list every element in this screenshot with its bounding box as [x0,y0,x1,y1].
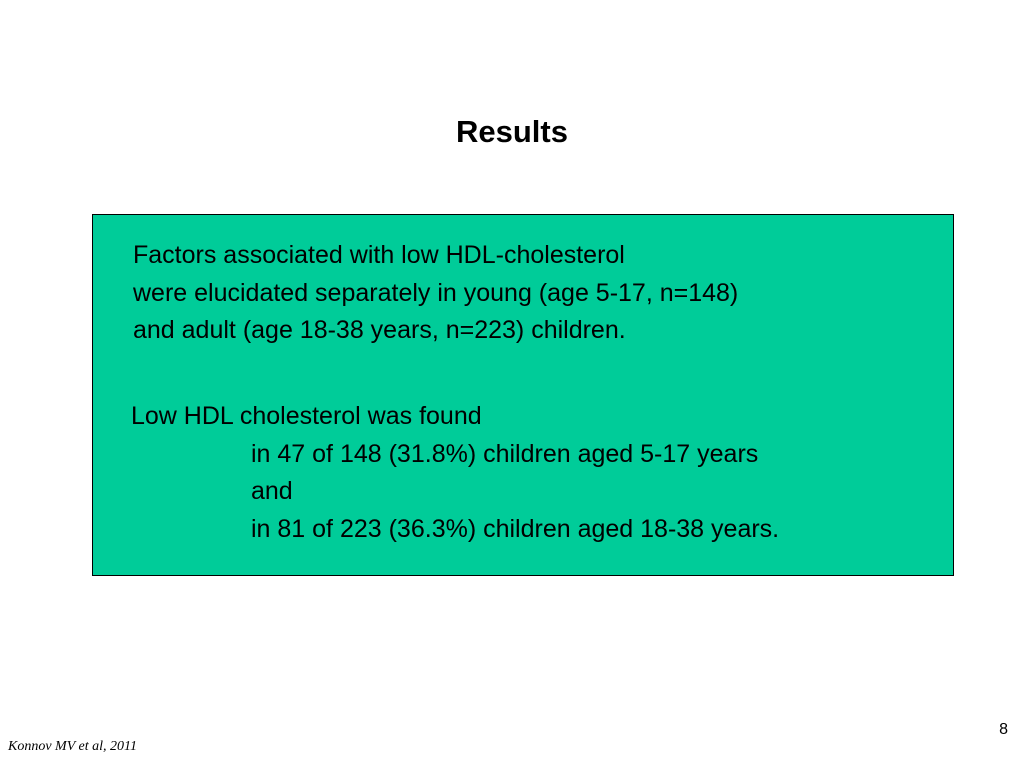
factors-paragraph: Factors associated with low HDL-choleste… [133,237,738,350]
factors-line-3: and adult (age 18-38 years, n=223) child… [133,316,626,344]
findings-line-adult: in 81 of 223 (36.3%) children aged 18-38… [251,514,780,543]
results-box: Factors associated with low HDL-choleste… [92,214,954,576]
factors-line-1: Factors associated with low HDL-choleste… [133,241,625,269]
findings-line-young: in 47 of 148 (31.8%) children aged 5-17 … [251,439,759,468]
slide-title: Results [456,114,568,149]
factors-line-2: were elucidated separately in young (age… [133,278,739,307]
citation: Konnov MV et al, 2011 [8,739,137,754]
findings-intro: Low HDL cholesterol was found [131,402,482,430]
findings-paragraph: Low HDL cholesterol was found in 47 of 1… [131,398,779,548]
page-number: 8 [999,721,1008,738]
findings-line-and: and [251,477,293,505]
